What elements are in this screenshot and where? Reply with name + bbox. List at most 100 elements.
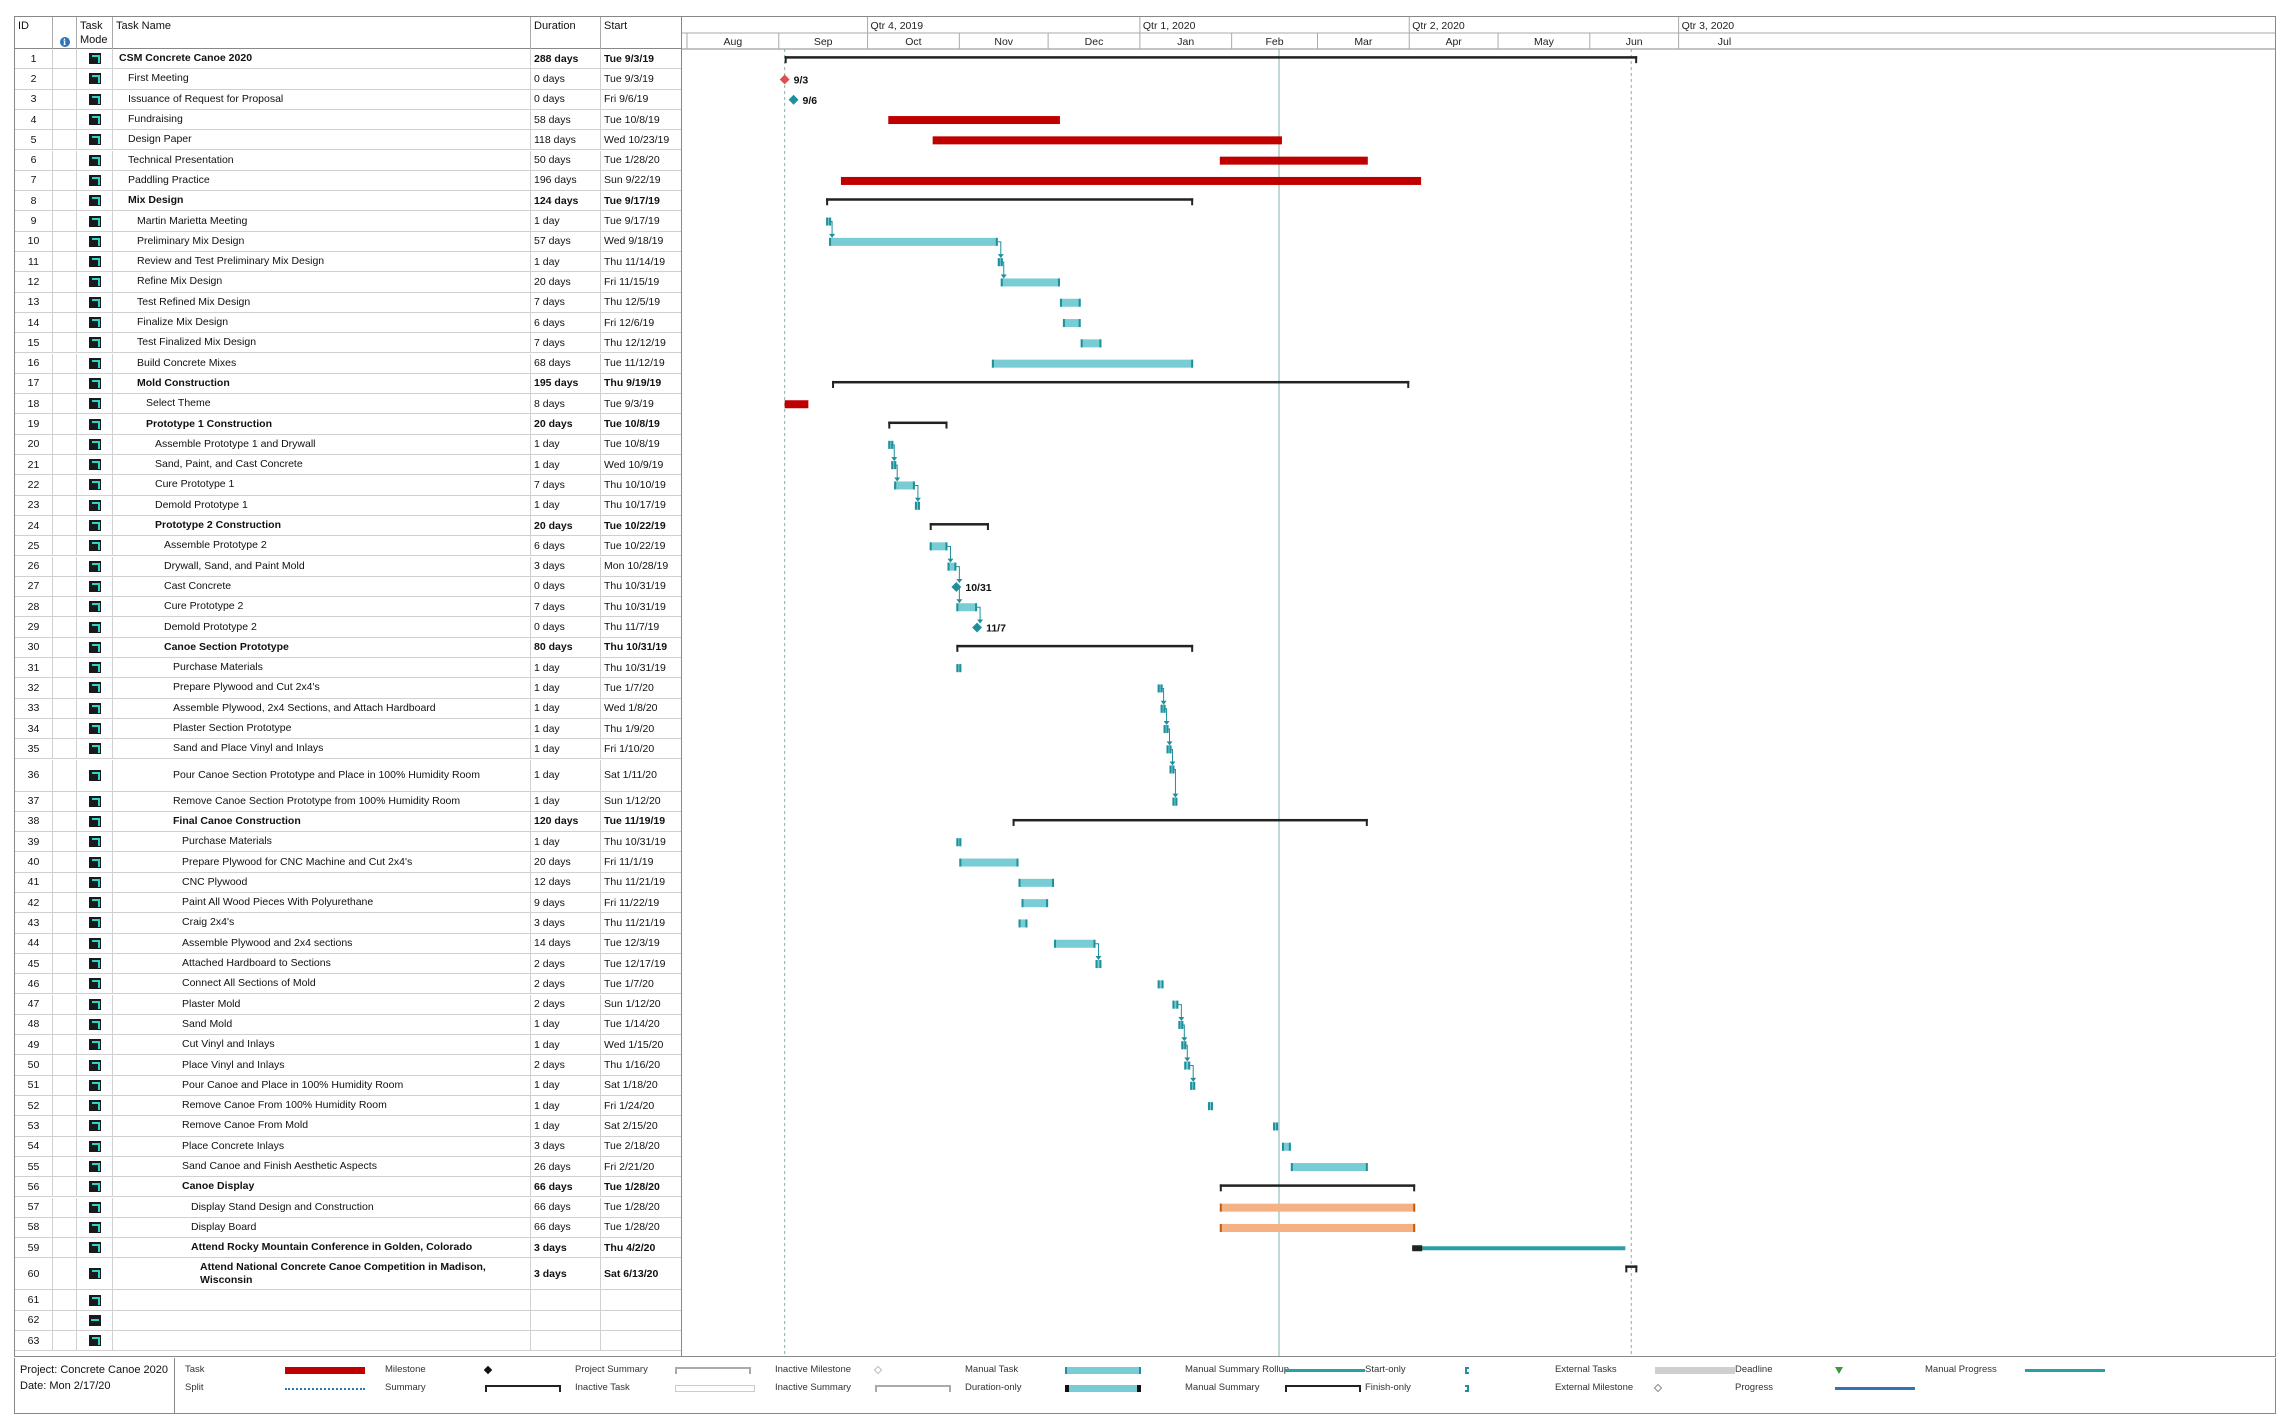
task-duration[interactable] [531,1290,601,1310]
task-mode-cell[interactable] [77,1177,113,1197]
column-header-task-mode[interactable]: Task Mode [77,17,113,49]
task-start[interactable]: Wed 10/9/19 [604,458,664,471]
table-row[interactable]: 18 Select Theme 8 days Tue 9/3/19 [15,394,681,415]
table-row[interactable]: 48 Sand Mold 1 day Tue 1/14/20 [15,1014,681,1036]
task-duration[interactable]: 1 day [531,455,601,475]
task-start[interactable]: Thu 12/12/19 [604,336,666,349]
task-duration[interactable]: 6 days [531,312,601,333]
table-row[interactable]: 12 Refine Mix Design 20 days Fri 11/15/19 [15,272,681,293]
task-duration[interactable]: 120 days [531,811,601,832]
task-name[interactable]: Prepare Plywood and Cut 2x4's [113,678,531,698]
task-name[interactable]: Cure Prototype 2 [113,597,531,617]
table-row[interactable]: 24 Prototype 2 Construction 20 days Tue 10/… [15,515,681,537]
task-start[interactable]: Tue 1/28/20 [604,1221,660,1234]
task-name[interactable] [113,1290,531,1310]
task-duration[interactable]: 1 day [531,678,601,698]
table-row[interactable]: 63 [15,1331,681,1352]
task-mode-cell[interactable] [77,852,113,872]
task-mode-cell[interactable] [77,536,113,556]
task-name[interactable]: Demold Prototype 1 [113,495,531,515]
task-duration[interactable]: 58 days [531,109,601,130]
task-start[interactable]: Tue 9/17/19 [604,215,660,228]
task-mode-cell[interactable] [77,1197,113,1217]
task-duration[interactable]: 50 days [531,150,601,170]
task-mode-cell[interactable] [77,1096,113,1116]
task-name[interactable]: Assemble Plywood, 2x4 Sections, and Atta… [113,698,531,718]
table-row[interactable]: 11 Review and Test Preliminary Mix Design… [15,252,681,273]
task-mode-cell[interactable] [77,739,113,759]
task-duration[interactable]: 1 day [531,791,601,811]
task-start[interactable]: Wed 10/23/19 [604,133,670,146]
task-mode-cell[interactable] [77,1136,113,1156]
task-start[interactable]: Tue 1/7/20 [604,681,654,694]
task-duration[interactable]: 20 days [531,272,601,292]
table-row[interactable]: 1 CSM Concrete Canoe 2020 288 days Tue 9/3/… [15,49,681,70]
task-start[interactable]: Wed 1/8/20 [604,702,658,715]
task-duration[interactable]: 2 days [531,994,601,1014]
column-header-start[interactable]: Start [604,20,628,32]
task-start[interactable]: Tue 9/3/19 [604,397,654,410]
task-name[interactable]: Assemble Plywood and 2x4 sections [113,933,531,953]
task-duration[interactable]: 66 days [531,1217,601,1238]
task-start[interactable]: Fri 9/6/19 [604,93,649,106]
task-mode-cell[interactable] [77,1035,113,1055]
task-start[interactable]: Wed 1/15/20 [604,1038,664,1051]
table-row[interactable]: 27 Cast Concrete 0 days Thu 10/31/19 [15,576,681,598]
task-start[interactable]: Tue 2/18/20 [604,1140,660,1153]
task-duration[interactable]: 7 days [531,292,601,312]
table-row[interactable]: 62 [15,1310,681,1331]
task-start[interactable]: Fri 11/1/19 [604,856,654,869]
task-start[interactable]: Tue 10/22/19 [604,519,666,532]
task-duration[interactable]: 3 days [531,1238,601,1258]
task-mode-cell[interactable] [77,933,113,953]
task-duration[interactable]: 3 days [531,1136,601,1156]
table-row[interactable]: 35 Sand and Place Vinyl and Inlays 1 day Fr… [15,739,681,760]
table-row[interactable]: 15 Test Finalized Mix Design 7 days Thu 12/… [15,333,681,354]
table-row[interactable]: 8 Mix Design 124 days Tue 9/17/19 [15,191,681,212]
task-name[interactable]: Sand, Paint, and Cast Concrete [113,455,531,475]
task-name[interactable]: Attend Rocky Mountain Conference in Gold… [113,1238,531,1258]
task-name[interactable] [113,1331,531,1351]
task-start[interactable] [601,1331,681,1350]
task-mode-cell[interactable] [77,333,113,353]
task-duration[interactable]: 66 days [531,1197,601,1217]
task-name[interactable]: Sand Canoe and Finish Aesthetic Aspects [113,1156,531,1177]
task-duration[interactable]: 124 days [531,191,601,211]
task-start[interactable]: Fri 1/24/20 [604,1099,655,1112]
table-row[interactable]: 3 Issuance of Request for Proposal 0 days F… [15,89,681,110]
task-name[interactable]: Paddling Practice [113,170,531,191]
task-start[interactable]: Thu 12/5/19 [604,296,661,309]
table-row[interactable]: 19 Prototype 1 Construction 20 days Tue 10/… [15,414,681,435]
task-start[interactable]: Sun 9/22/19 [604,174,661,187]
task-name[interactable]: Attached Hardboard to Sections [113,953,531,974]
task-duration[interactable]: 1 day [531,1035,601,1055]
task-duration[interactable]: 20 days [531,852,601,872]
table-row[interactable]: 33 Assemble Plywood, 2x4 Sections, and At… [15,698,681,719]
task-name[interactable]: Cast Concrete [113,576,531,597]
task-start[interactable]: Wed 9/18/19 [604,235,664,248]
task-name[interactable]: Mix Design [113,191,531,211]
table-row[interactable]: 20 Assemble Prototype 1 and Drywall 1 day T… [15,434,681,455]
task-name[interactable]: Remove Canoe From Mold [113,1116,531,1136]
task-name[interactable]: Purchase Materials [113,832,531,852]
task-start[interactable]: Thu 10/31/19 [604,600,666,613]
task-name[interactable]: CSM Concrete Canoe 2020 [113,49,531,69]
task-duration[interactable]: 66 days [531,1177,601,1197]
task-start[interactable]: Thu 11/21/19 [604,916,666,929]
task-mode-cell[interactable] [77,414,113,434]
task-mode-cell[interactable] [77,893,113,913]
task-name[interactable]: Pour Canoe Section Prototype and Place i… [113,759,531,791]
task-name[interactable]: Paint All Wood Pieces With Polyurethane [113,893,531,913]
table-row[interactable]: 54 Place Concrete Inlays 3 days Tue 2/18/20 [15,1136,681,1157]
task-duration[interactable]: 0 days [531,617,601,637]
task-mode-cell[interactable] [77,130,113,150]
task-duration[interactable]: 1 day [531,832,601,852]
task-duration[interactable]: 1 day [531,739,601,759]
task-mode-cell[interactable] [77,191,113,211]
task-duration[interactable]: 57 days [531,231,601,251]
task-mode-cell[interactable] [77,272,113,292]
task-duration[interactable]: 2 days [531,974,601,994]
task-mode-cell[interactable] [77,678,113,698]
task-name[interactable]: Place Concrete Inlays [113,1136,531,1156]
